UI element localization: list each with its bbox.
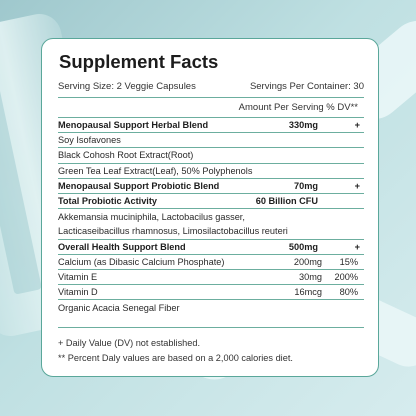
bottle-label xyxy=(0,63,43,295)
nutrient-name: Vitamin D xyxy=(58,287,98,298)
strain-row: Akkemansia muciniphila, Lactobacilus gas… xyxy=(58,209,364,224)
strain-row: Lacticaseibacillus rhamnosus, Limosilact… xyxy=(58,224,364,240)
nutrient-amount: 200mg xyxy=(293,256,322,267)
nutrient-dv: 200% xyxy=(334,271,359,282)
nutrient-dv: 15% xyxy=(339,256,358,267)
nutrient-name: Calcium (as Dibasic Calcium Phosphate) xyxy=(58,256,225,267)
nutrient-amount: 30mg xyxy=(299,271,322,282)
panel-title: Supplement Facts xyxy=(59,51,219,72)
blend-name: Menopausal Support Herbal Blend xyxy=(58,120,209,131)
strain-text: Akkemansia muciniphila, Lactobacilus gas… xyxy=(58,211,245,222)
blend-amount: 70mg xyxy=(293,180,318,191)
ingredient-row: Black Cohosh Root Extract(Root) xyxy=(58,148,364,164)
blend-dv: + xyxy=(354,241,360,252)
ingredient-name: Soy Isofavones xyxy=(58,135,121,146)
nutrient-row: Calcium (as Dibasic Calcium Phosphate) 2… xyxy=(58,255,364,270)
fiber-row: Organic Acacia Senegal Fiber xyxy=(58,300,364,315)
probiotic-activity-amount: 60 Billion CFU xyxy=(255,196,318,207)
blend-name: Overall Health Support Blend xyxy=(58,241,186,252)
ingredient-row: Soy Isofavones xyxy=(58,133,364,149)
amount-per-serving-header: Amount Per Serving % DV** xyxy=(58,98,364,118)
ingredient-row: Green Tea Leaf Extract(Leaf), 50% Polyph… xyxy=(58,164,364,179)
ingredient-name: Black Cohosh Root Extract(Root) xyxy=(58,150,194,161)
nutrient-row: Vitamin D 16mcg 80% xyxy=(58,285,364,301)
footnote-percent-dv: ** Percent Daly values are based on a 2,… xyxy=(58,353,293,364)
supplement-facts-panel: Supplement Facts Serving Size: 2 Veggie … xyxy=(41,38,379,377)
blend-row: Menopausal Support Probiotic Blend 70mg … xyxy=(58,179,364,194)
nutrient-row: Vitamin E 30mg 200% xyxy=(58,270,364,286)
nutrient-amount: 16mcg xyxy=(294,287,322,298)
blend-amount: 500mg xyxy=(288,241,318,252)
blend-dv: + xyxy=(354,180,360,191)
footnotes: + Daily Value (DV) not established. ** P… xyxy=(58,327,364,366)
blend-amount: 330mg xyxy=(288,120,318,131)
blend-row: Overall Health Support Blend 500mg + xyxy=(58,240,364,255)
serving-info: Serving Size: 2 Veggie Capsules Servings… xyxy=(58,81,364,98)
nutrient-name: Vitamin E xyxy=(58,271,98,282)
blend-name: Menopausal Support Probiotic Blend xyxy=(58,180,220,191)
footnote-dv-not-established: + Daily Value (DV) not established. xyxy=(58,338,201,349)
fiber-name: Organic Acacia Senegal Fiber xyxy=(58,302,180,313)
blend-row: Menopausal Support Herbal Blend 330mg + xyxy=(58,118,364,134)
strain-text: Lacticaseibacillus rhamnosus, Limosilact… xyxy=(58,226,288,237)
probiotic-activity-name: Total Probiotic Activity xyxy=(58,196,158,207)
ingredient-name: Green Tea Leaf Extract(Leaf), 50% Polyph… xyxy=(58,165,253,176)
nutrient-dv: 80% xyxy=(339,287,358,298)
servings-per-container: Servings Per Container: 30 xyxy=(249,81,364,92)
probiotic-activity-row: Total Probiotic Activity 60 Billion CFU xyxy=(58,194,364,210)
serving-size: Serving Size: 2 Veggie Capsules xyxy=(58,81,196,92)
blend-dv: + xyxy=(354,120,360,131)
